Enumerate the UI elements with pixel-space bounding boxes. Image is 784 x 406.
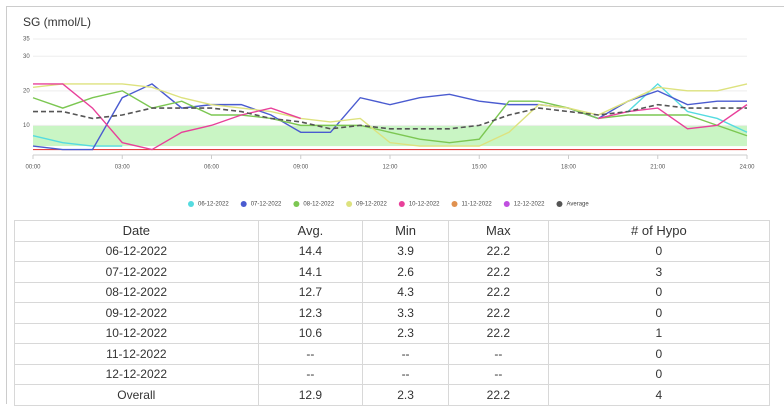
series-line (33, 103, 747, 130)
legend-swatch (556, 201, 563, 207)
legend-swatch (188, 201, 194, 207)
target-band (33, 125, 747, 147)
table-cell: 12.7 (257, 281, 364, 303)
table-cell: 22.2 (447, 302, 549, 324)
column-header: # of Hypo (547, 220, 771, 242)
table-cell: -- (257, 343, 364, 365)
y-tick-label: 35 (23, 37, 30, 43)
table-cell: 0 (547, 302, 771, 324)
panel: SG (mmol/L) 10 20 30 35 00:00 03:00 06:00 09:00… (6, 6, 784, 404)
table-cell: 1 (547, 322, 771, 344)
table-cell: 10.6 (257, 322, 364, 344)
table-cell: 11-12-2022 (14, 343, 259, 365)
x-tick-label: 06:00 (204, 165, 220, 171)
table-cell: 0 (547, 281, 771, 303)
legend-label: 06-12-2022 (198, 202, 229, 208)
legend-label: Average (566, 202, 589, 208)
column-header: Date (14, 220, 259, 242)
x-tick-label: 15:00 (472, 165, 488, 171)
legend-label: 08-12-2022 (303, 202, 334, 208)
table-cell: 22.2 (447, 281, 549, 303)
table-cell: -- (362, 343, 449, 365)
table-cell: 10-12-2022 (14, 322, 259, 344)
y-tick-label: 30 (23, 54, 30, 60)
column-header: Avg. (257, 220, 364, 242)
table-cell: -- (447, 363, 549, 385)
chart-title: SG (mmol/L) (23, 15, 91, 29)
x-tick-label: 12:00 (382, 165, 398, 171)
table-cell: 09-12-2022 (14, 302, 259, 324)
legend-swatch (398, 201, 405, 207)
table-cell: 14.4 (257, 240, 364, 262)
x-tick-label: 18:00 (561, 165, 577, 171)
chart: SG (mmol/L) 10 20 30 35 00:00 03:00 06:00 09:00… (23, 15, 755, 208)
table-cell: 07-12-2022 (14, 261, 259, 283)
table-cell: 06-12-2022 (14, 240, 259, 262)
y-tick-label: 10 (23, 123, 30, 129)
table-cell: 12-12-2022 (14, 363, 259, 385)
table-row: 07-12-2022 14.1 2.6 22.2 3 (14, 261, 771, 283)
series-line (33, 83, 748, 151)
table-cell: 12.9 (257, 384, 364, 406)
stats-table: Date Avg. Min Max # of Hypo 06-12-2022 14.4 3.… (14, 220, 771, 406)
legend-label: 11-12-2022 (462, 202, 493, 208)
table-cell: 2.3 (362, 384, 449, 406)
column-header: Min (362, 220, 449, 242)
x-tick-label: 21:00 (650, 165, 666, 171)
table-cell: 3.9 (362, 240, 449, 262)
table-cell: 0 (547, 343, 771, 365)
legend-swatch (503, 201, 510, 207)
table-row: 06-12-2022 14.4 3.9 22.2 0 (14, 240, 771, 262)
table-row: 09-12-2022 12.3 3.3 22.2 0 (14, 302, 771, 324)
table-cell: 22.2 (447, 240, 549, 262)
table-row: 10-12-2022 10.6 2.3 22.2 1 (14, 322, 771, 344)
table-cell: 4 (547, 384, 771, 406)
series-line (32, 83, 748, 147)
column-header: Max (447, 220, 549, 242)
table-cell: -- (362, 363, 449, 385)
table-cell: 2.3 (362, 322, 449, 344)
table-row: 11-12-2022 -- -- -- 0 (14, 343, 771, 365)
legend-label: 12-12-2022 (514, 202, 545, 208)
table-cell: 3.3 (362, 302, 449, 324)
table-cell: 0 (547, 240, 771, 262)
legend-label: 09-12-2022 (356, 202, 387, 208)
x-tick-label: 00:00 (25, 165, 41, 171)
legend-swatch (346, 201, 353, 207)
table-cell: 22.2 (447, 322, 549, 344)
table-row: 08-12-2022 12.7 4.3 22.2 0 (14, 281, 771, 303)
table-cell: 4.3 (362, 281, 449, 303)
x-tick-label: 09:00 (293, 165, 309, 171)
legend-swatch (293, 201, 300, 207)
table-cell: -- (257, 363, 364, 385)
table-cell: 08-12-2022 (14, 281, 259, 303)
table-cell: 0 (547, 363, 771, 385)
table-cell: 3 (547, 261, 771, 283)
table-cell: -- (447, 343, 549, 365)
table-cell: 22.2 (447, 261, 549, 283)
legend-label: 10-12-2022 (409, 202, 440, 208)
table-cell: 14.1 (257, 261, 364, 283)
x-tick-label: 03:00 (115, 165, 131, 171)
table-row: 12-12-2022 -- -- -- 0 (14, 363, 771, 385)
table-row: Overall 12.9 2.3 22.2 4 (14, 384, 771, 406)
header-row: Date Avg. Min Max # of Hypo (14, 220, 771, 242)
y-tick-label: 20 (23, 88, 30, 94)
legend-label: 07-12-2022 (251, 202, 282, 208)
series-line (32, 82, 748, 147)
x-tick-label: 24:00 (739, 165, 755, 171)
table-cell: 22.2 (447, 384, 549, 406)
legend-swatch (451, 201, 458, 207)
table-cell: Overall (14, 384, 259, 406)
table-cell: 12.3 (257, 302, 364, 324)
table-cell: 2.6 (362, 261, 449, 283)
legend-swatch (240, 201, 247, 207)
